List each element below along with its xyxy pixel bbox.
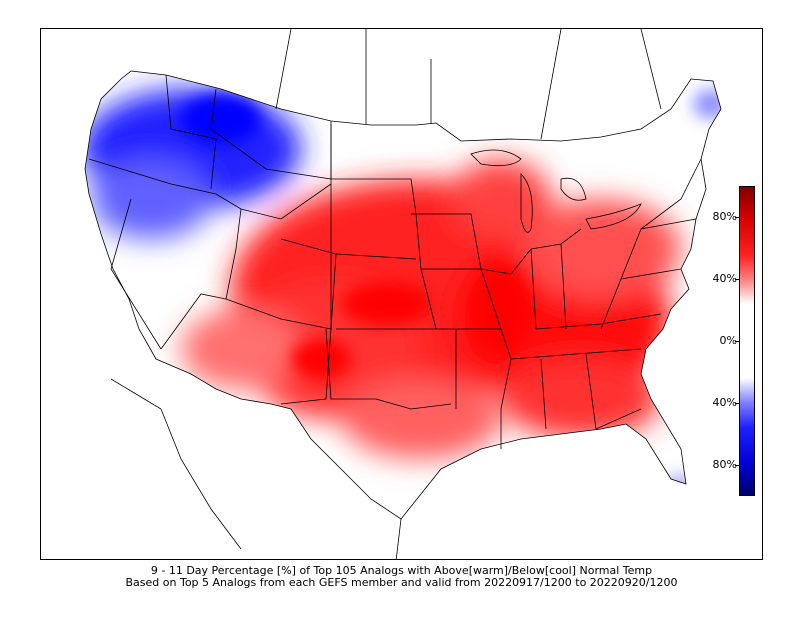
colorbar-label-zero: 0% bbox=[719, 334, 737, 347]
map-caption: 9 - 11 Day Percentage [%] of Top 105 Ana… bbox=[0, 565, 803, 589]
colorbar-label-cool-40: 40% bbox=[712, 396, 737, 409]
colorbar-label-cool-80: 80% bbox=[712, 458, 737, 471]
temperature-probability-field bbox=[85, 89, 721, 492]
colorbar-tick bbox=[735, 217, 739, 218]
map-frame bbox=[40, 28, 763, 560]
colorbar bbox=[739, 186, 755, 496]
us-temperature-map bbox=[84, 29, 722, 559]
colorbar-tick bbox=[735, 279, 739, 280]
colorbar-label-warm-40: 40% bbox=[712, 272, 737, 285]
caption-line-2: Based on Top 5 Analogs from each GEFS me… bbox=[125, 576, 678, 589]
colorbar-tick bbox=[735, 465, 739, 466]
colorbar-tick bbox=[735, 403, 739, 404]
caption-line-1: 9 - 11 Day Percentage [%] of Top 105 Ana… bbox=[150, 564, 653, 577]
colorbar-label-warm-80: 80% bbox=[712, 210, 737, 223]
map-boundaries bbox=[84, 29, 722, 559]
colorbar-tick bbox=[735, 341, 739, 342]
